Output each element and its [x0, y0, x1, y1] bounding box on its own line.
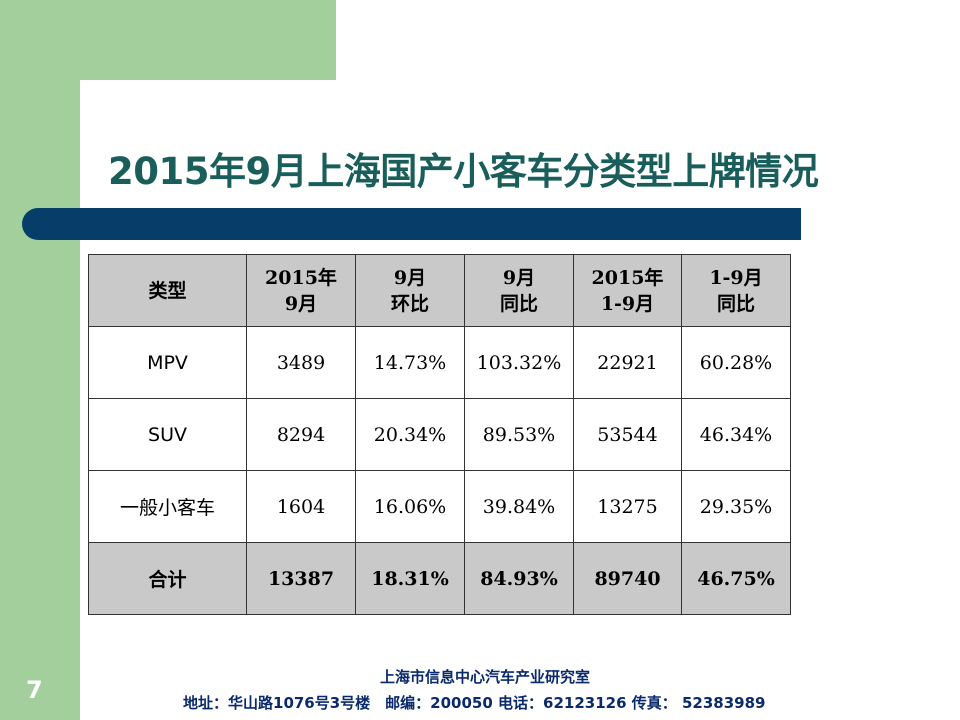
- table-cell: 1604: [246, 470, 356, 543]
- table-cell: 3489: [246, 326, 356, 399]
- total-label-cell: 合计: [88, 542, 247, 615]
- header-ytd-2015: 2015年 1-9月: [573, 254, 682, 327]
- total-cell: 46.75%: [681, 542, 791, 615]
- table-cell: 8294: [246, 398, 356, 471]
- total-cell: 18.31%: [355, 542, 465, 615]
- header-sep-2015: 2015年 9月: [246, 254, 356, 327]
- left-green-band: [0, 0, 80, 720]
- table-cell: 16.06%: [355, 470, 465, 543]
- header-ytd-yoy: 1-9月 同比: [681, 254, 791, 327]
- header-type: 类型: [88, 254, 247, 327]
- row-type-cell: SUV: [88, 398, 247, 471]
- table-cell: 46.34%: [681, 398, 791, 471]
- top-green-band: [0, 0, 336, 80]
- table-header-row: 类型 2015年 9月 9月 环比 9月 同比 2015年 1-9月 1-9月 同比: [88, 254, 791, 327]
- table-cell: 60.28%: [681, 326, 791, 399]
- table-cell: 13275: [573, 470, 682, 543]
- row-type-cell: 一般小客车: [88, 470, 247, 543]
- table-cell: 29.35%: [681, 470, 791, 543]
- total-cell: 84.93%: [464, 542, 574, 615]
- footer-organization: 上海市信息中心汽车产业研究室: [380, 668, 591, 686]
- table-cell: 14.73%: [355, 326, 465, 399]
- row-type-cell: MPV: [88, 326, 247, 399]
- table-cell: 20.34%: [355, 398, 465, 471]
- slide-number: 7: [26, 676, 43, 704]
- table-row: 一般小客车 1604 16.06% 39.84% 13275 29.35%: [88, 470, 791, 543]
- total-cell: 13387: [246, 542, 356, 615]
- header-sep-mom: 9月 环比: [355, 254, 465, 327]
- footer-contact: 地址：华山路1076号3号楼 邮编：200050 电话：62123126 传真：…: [183, 694, 766, 712]
- table-total-row: 合计 13387 18.31% 84.93% 89740 46.75%: [88, 542, 791, 615]
- slide-title: 2015年9月上海国产小客车分类型上牌情况: [108, 150, 819, 193]
- table-cell: 103.32%: [464, 326, 574, 399]
- title-underline-bar: [22, 208, 801, 240]
- table-cell: 22921: [573, 326, 682, 399]
- table-cell: 53544: [573, 398, 682, 471]
- table-row: MPV 3489 14.73% 103.32% 22921 60.28%: [88, 326, 791, 399]
- total-cell: 89740: [573, 542, 682, 615]
- registration-table: 类型 2015年 9月 9月 环比 9月 同比 2015年 1-9月 1-9月 同比 MP…: [88, 254, 791, 615]
- header-sep-yoy: 9月 同比: [464, 254, 574, 327]
- table-row: SUV 8294 20.34% 89.53% 53544 46.34%: [88, 398, 791, 471]
- table-cell: 89.53%: [464, 398, 574, 471]
- table-cell: 39.84%: [464, 470, 574, 543]
